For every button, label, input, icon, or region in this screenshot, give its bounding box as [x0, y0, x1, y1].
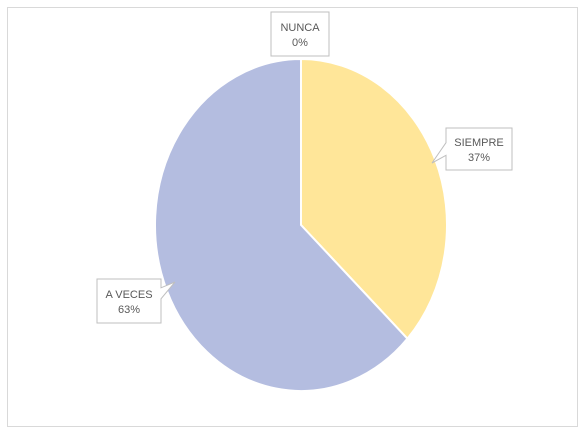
callout-siempre: SIEMPRE 37%: [431, 127, 513, 171]
callout-nunca: NUNCA 0%: [270, 11, 330, 57]
label-percent-a-veces: 63%: [118, 304, 140, 316]
label-category-nunca: NUNCA: [280, 22, 320, 34]
pie-slices: [154, 57, 448, 392]
label-percent-siempre: 37%: [468, 152, 490, 164]
callout-box-nunca: [270, 11, 330, 57]
callout-box-a-veces: [96, 278, 176, 324]
callout-box-siempre: [431, 127, 513, 171]
callout-a-veces: A VECES 63%: [96, 278, 176, 324]
data-labels: SIEMPRE 37% A VECES 63% NUNCA 0%: [96, 11, 513, 324]
label-category-siempre: SIEMPRE: [454, 137, 504, 149]
label-percent-nunca: 0%: [292, 37, 308, 49]
label-category-a-veces: A VECES: [105, 289, 152, 301]
